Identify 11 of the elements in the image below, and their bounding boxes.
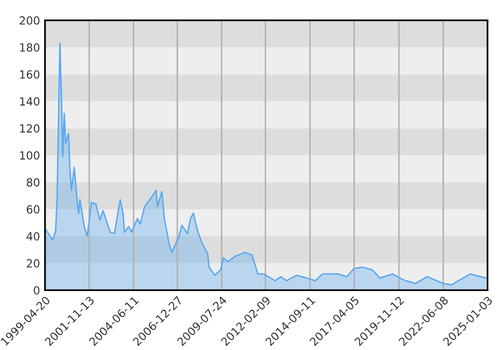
y-tick-label: 20 — [26, 259, 40, 268]
y-tick-label: 140 — [20, 97, 40, 106]
y-tick-label: 200 — [20, 16, 40, 25]
y-tick-label: 60 — [26, 205, 40, 214]
y-tick-label: 40 — [26, 232, 40, 241]
y-tick-label: 120 — [20, 124, 40, 133]
y-tick-label: 100 — [20, 151, 40, 160]
y-tick-label: 0 — [34, 286, 40, 295]
y-tick-label: 80 — [26, 178, 40, 187]
y-tick-label: 160 — [20, 70, 40, 79]
y-tick-label: 180 — [20, 43, 40, 52]
